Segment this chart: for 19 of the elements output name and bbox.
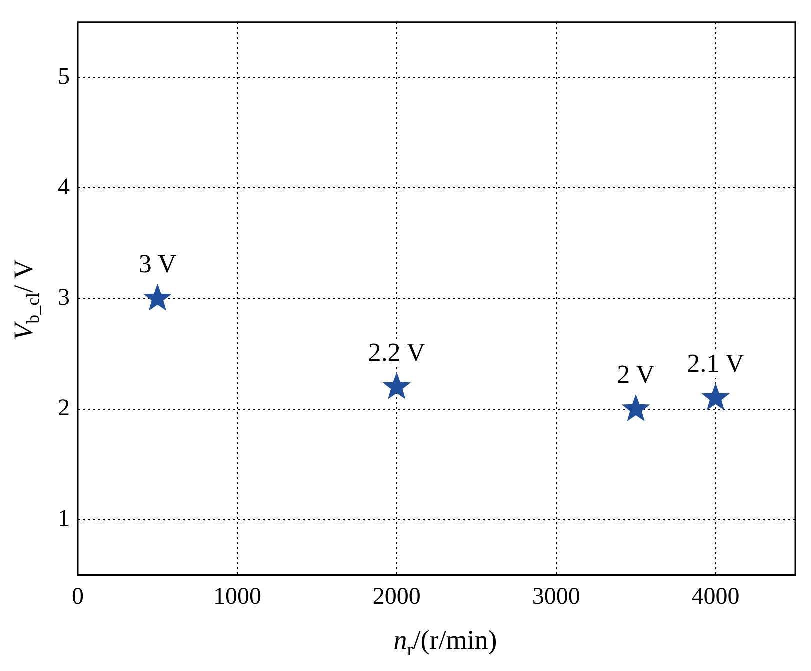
x-tick-label: 1000 bbox=[213, 584, 262, 610]
x-tick-label: 2000 bbox=[372, 584, 421, 610]
x-tick-label: 0 bbox=[72, 584, 84, 610]
data-label: 2 V bbox=[617, 360, 656, 390]
y-tick-label: 4 bbox=[58, 174, 70, 201]
y-tick-label: 2 bbox=[58, 396, 70, 422]
data-label: 2.1 V bbox=[687, 349, 745, 378]
data-label: 3 V bbox=[138, 250, 177, 279]
y-tick-label: 5 bbox=[58, 64, 70, 90]
point bbox=[382, 372, 412, 400]
x-tick-label: 3000 bbox=[532, 584, 580, 610]
point bbox=[622, 394, 650, 422]
y-tick-label: 1 bbox=[58, 506, 70, 532]
x-axis-title: n$_{r}$/(r/min) bbox=[392, 625, 498, 660]
point bbox=[702, 383, 730, 410]
data-label: 2.2 V bbox=[368, 338, 426, 368]
y-tick-label: 3 bbox=[58, 285, 70, 312]
point bbox=[143, 284, 172, 311]
x-tick-label: 4000 bbox=[692, 584, 740, 610]
